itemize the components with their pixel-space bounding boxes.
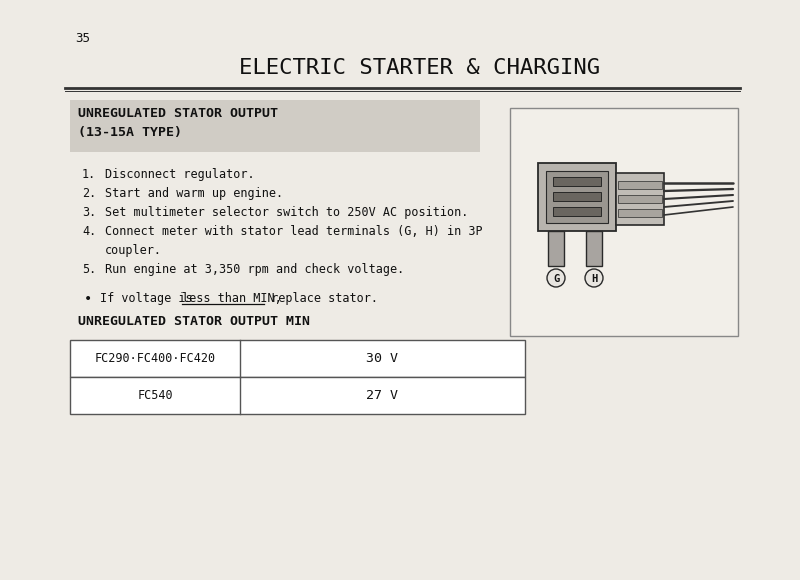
Text: less than MIN,: less than MIN, — [182, 292, 282, 305]
Bar — [553, 177, 601, 186]
Bar — [616, 173, 664, 225]
Text: Set multimeter selector switch to 250V AC position.: Set multimeter selector switch to 250V A… — [105, 206, 468, 219]
Text: G: G — [553, 274, 559, 284]
Bar — [70, 377, 525, 414]
Text: 2.: 2. — [82, 187, 96, 200]
Text: 5.: 5. — [82, 263, 96, 276]
Text: 35: 35 — [75, 32, 90, 45]
Text: •: • — [84, 292, 92, 306]
Text: Disconnect regulator.: Disconnect regulator. — [105, 168, 254, 181]
Text: 30 V: 30 V — [366, 352, 398, 365]
Bar — [618, 181, 662, 189]
Bar — [70, 340, 525, 377]
Text: H: H — [591, 274, 597, 284]
Text: 4.: 4. — [82, 225, 96, 238]
Text: If voltage is: If voltage is — [100, 292, 200, 305]
Text: ELECTRIC STARTER & CHARGING: ELECTRIC STARTER & CHARGING — [239, 58, 601, 78]
Bar — [618, 195, 662, 203]
Bar — [553, 207, 601, 216]
Bar — [586, 231, 602, 266]
Text: coupler.: coupler. — [105, 244, 162, 257]
Bar — [538, 163, 616, 231]
Circle shape — [585, 269, 603, 287]
Text: UNREGULATED STATOR OUTPUT MIN: UNREGULATED STATOR OUTPUT MIN — [78, 315, 310, 328]
Text: FC290·FC400·FC420: FC290·FC400·FC420 — [94, 352, 215, 365]
Text: 3.: 3. — [82, 206, 96, 219]
Text: replace stator.: replace stator. — [264, 292, 378, 305]
Text: (13-15A TYPE): (13-15A TYPE) — [78, 126, 182, 139]
Bar — [553, 192, 601, 201]
Bar — [548, 231, 564, 266]
Circle shape — [547, 269, 565, 287]
Bar — [618, 209, 662, 217]
Text: Run engine at 3,350 rpm and check voltage.: Run engine at 3,350 rpm and check voltag… — [105, 263, 404, 276]
Bar — [546, 171, 608, 223]
Text: Start and warm up engine.: Start and warm up engine. — [105, 187, 283, 200]
Text: 27 V: 27 V — [366, 389, 398, 402]
Text: Connect meter with stator lead terminals (G, H) in 3P: Connect meter with stator lead terminals… — [105, 225, 482, 238]
Text: UNREGULATED STATOR OUTPUT: UNREGULATED STATOR OUTPUT — [78, 107, 278, 120]
FancyBboxPatch shape — [70, 100, 480, 152]
Text: FC540: FC540 — [137, 389, 173, 402]
Bar — [510, 108, 738, 336]
Text: 1.: 1. — [82, 168, 96, 181]
